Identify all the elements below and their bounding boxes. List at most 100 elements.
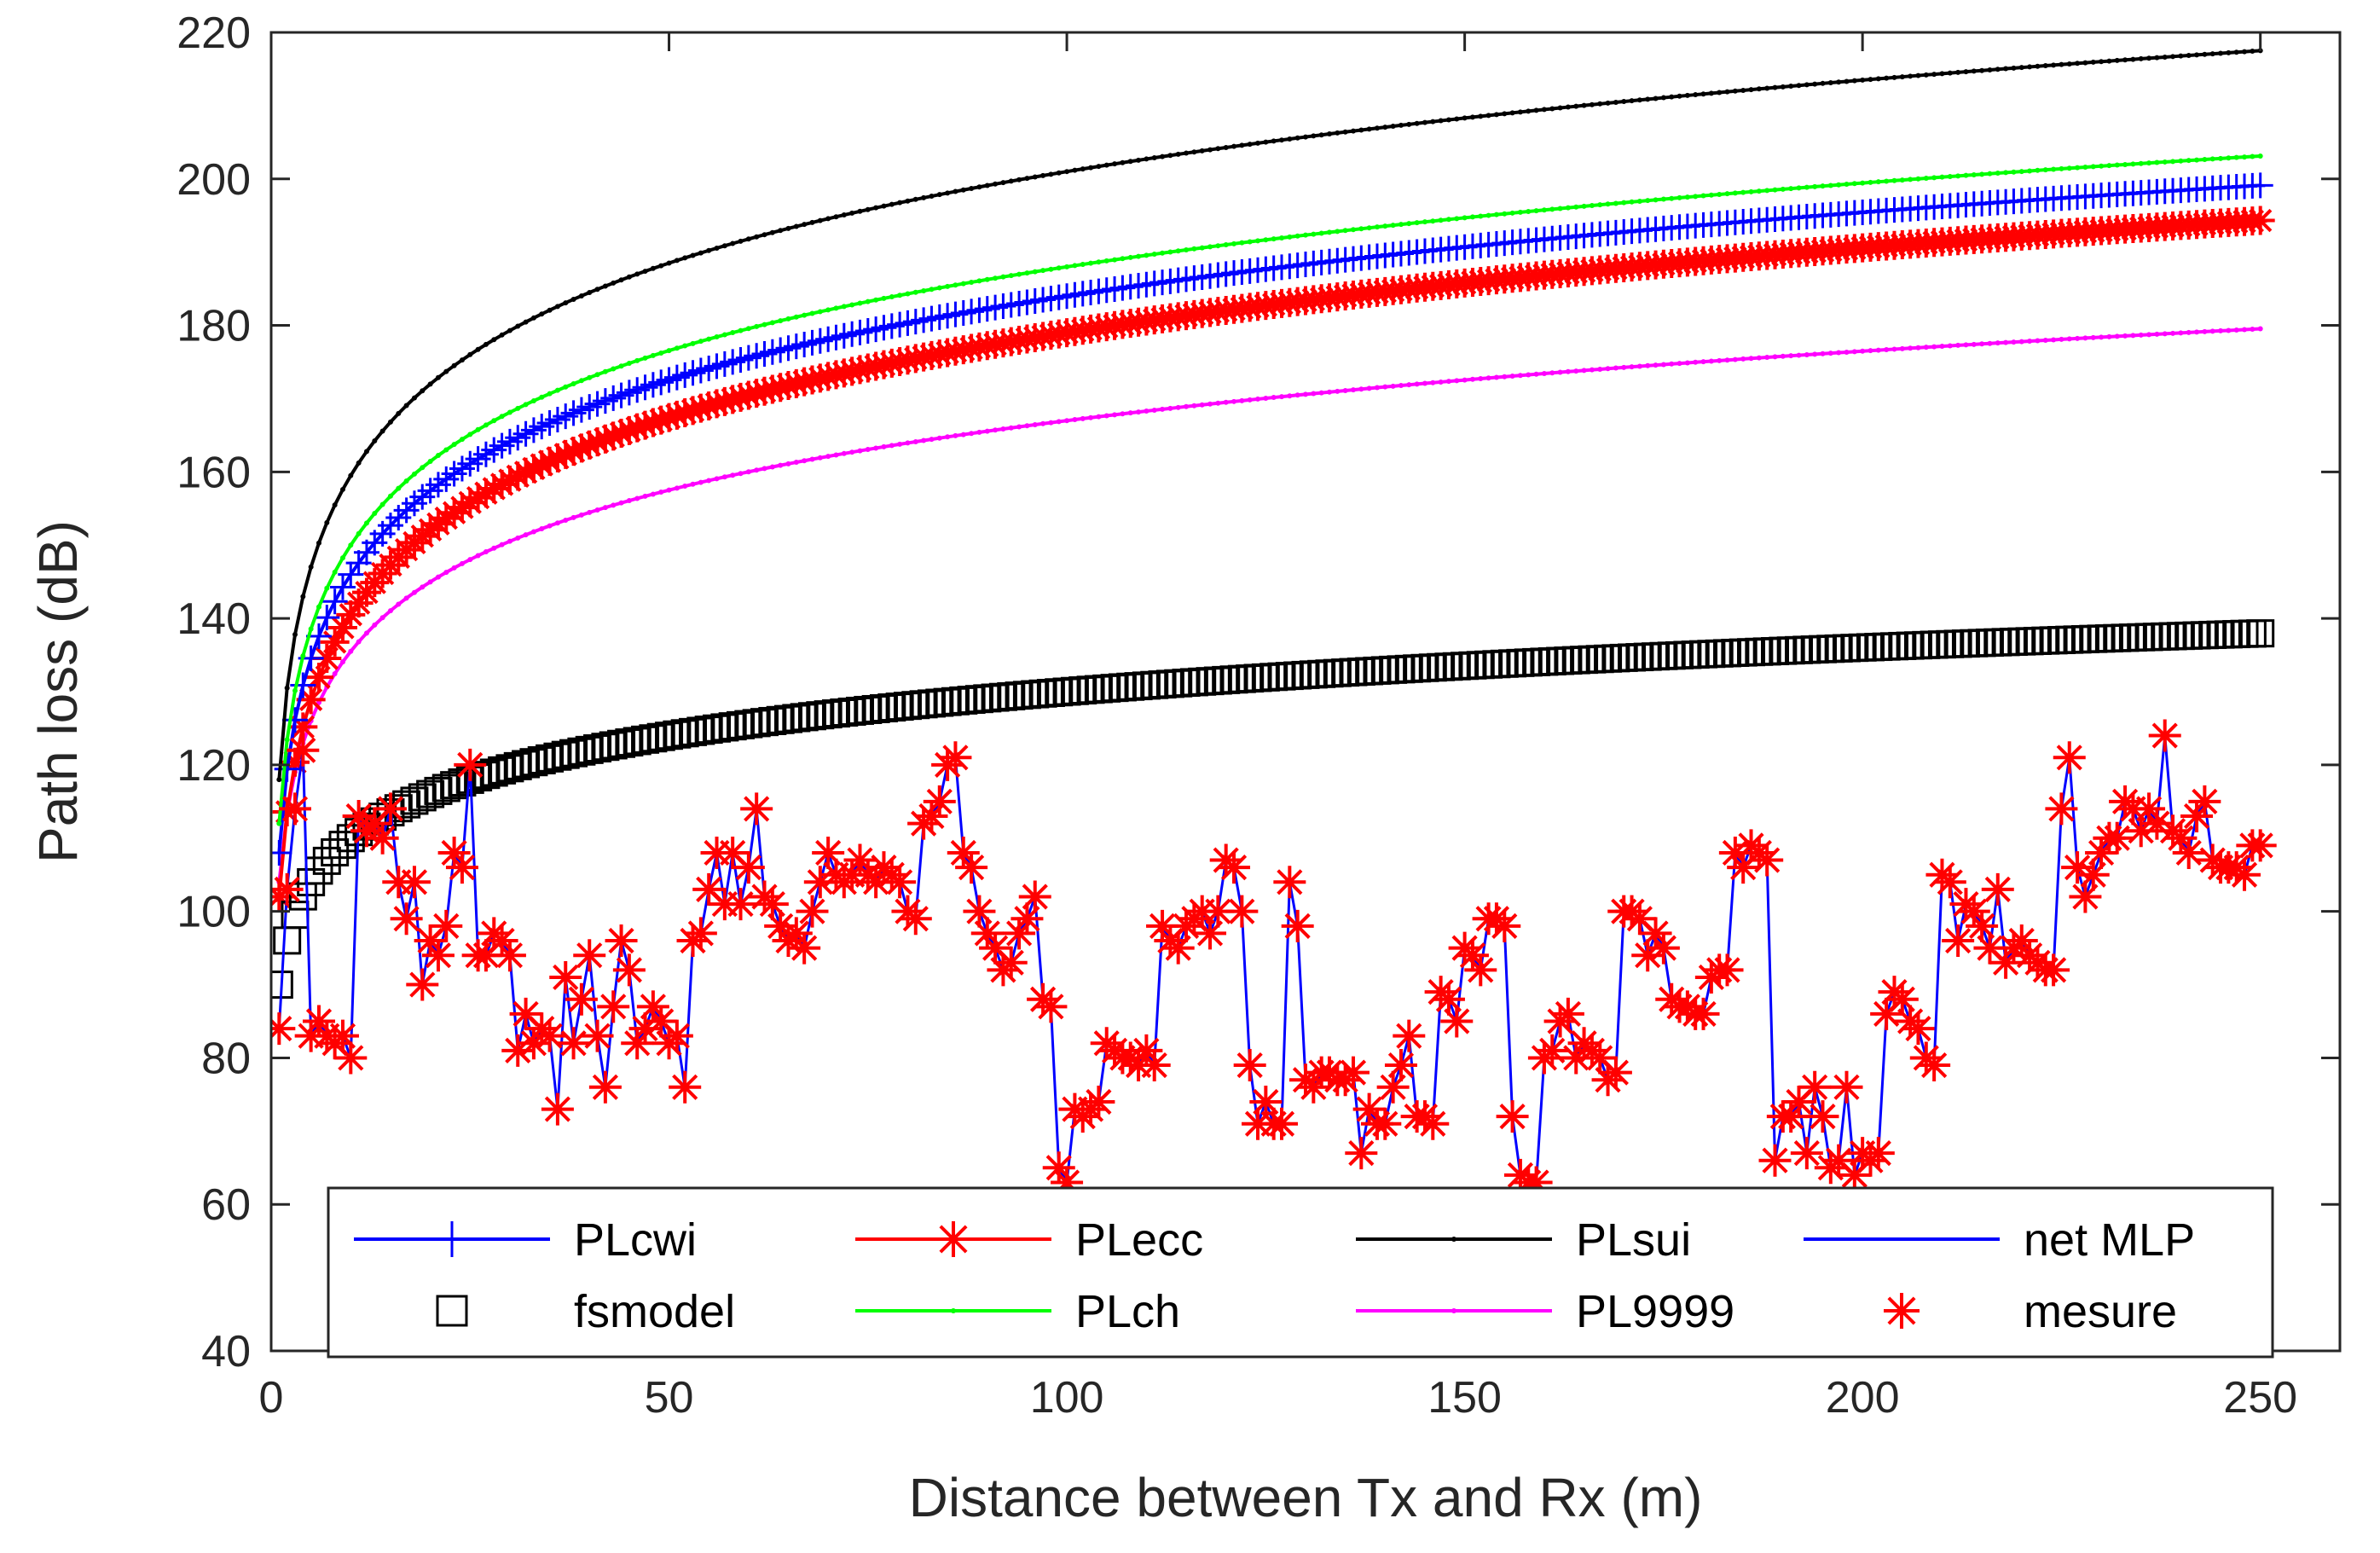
legend-item-pl9999: PL9999 — [1356, 1286, 1734, 1337]
data-point — [1350, 128, 1356, 134]
data-point — [334, 1041, 368, 1075]
data-point — [390, 902, 423, 936]
data-point — [1051, 1166, 1084, 1199]
data-point — [587, 290, 593, 296]
data-point — [1740, 189, 1746, 195]
data-point — [363, 449, 369, 455]
data-point — [2162, 54, 2168, 60]
data-point — [2051, 62, 2057, 68]
data-point — [587, 374, 593, 380]
data-point — [1899, 345, 1905, 351]
data-point — [865, 206, 871, 212]
data-point — [1342, 228, 1348, 234]
data-point — [1902, 1012, 1935, 1046]
data-point — [356, 460, 362, 466]
data-point — [1478, 113, 1484, 119]
data-point — [2106, 58, 2112, 64]
data-point — [1517, 209, 1523, 215]
data-point — [2082, 60, 2088, 66]
data-point — [1645, 96, 1651, 102]
data-point — [802, 312, 808, 318]
data-point — [764, 909, 797, 942]
legend-item-net-mlp: net MLP — [1804, 1214, 2195, 1266]
data-point — [1255, 396, 1261, 402]
data-point — [1382, 223, 1388, 229]
data-point — [778, 318, 784, 324]
data-point — [1693, 359, 1699, 365]
data-point — [1184, 247, 1190, 253]
data-point — [1520, 1166, 1553, 1199]
data-point — [1557, 105, 1563, 111]
data-point — [1798, 1070, 1832, 1104]
data-point — [276, 777, 282, 783]
data-point — [674, 485, 680, 491]
data-point — [420, 465, 426, 471]
data-point — [889, 294, 895, 300]
data-point — [2042, 167, 2048, 173]
data-point — [1376, 1070, 1410, 1104]
data-point — [2035, 338, 2041, 344]
data-point — [790, 367, 819, 397]
data-point — [634, 271, 640, 277]
y-tick-label: 60 — [201, 1180, 251, 1230]
data-point — [565, 982, 598, 1016]
data-point — [281, 707, 308, 733]
data-point — [459, 357, 465, 363]
data-point — [2090, 59, 2096, 65]
data-point — [1660, 362, 1666, 368]
data-point — [276, 820, 282, 826]
data-point — [754, 323, 760, 329]
data-point — [1796, 83, 1802, 89]
data-point — [1631, 939, 1665, 972]
data-point — [491, 418, 497, 424]
data-point — [1533, 208, 1539, 214]
data-point — [1549, 370, 1555, 376]
data-point — [929, 287, 935, 293]
data-point — [321, 837, 350, 866]
data-point — [1820, 351, 1826, 356]
data-point — [1382, 384, 1388, 390]
data-point — [1812, 183, 1818, 189]
data-point — [1782, 1085, 1815, 1118]
data-point — [706, 478, 712, 484]
data-point — [2186, 329, 2192, 335]
data-point — [2209, 156, 2215, 162]
data-point — [1908, 345, 1914, 351]
data-point — [1215, 400, 1221, 406]
data-point — [1112, 257, 1118, 263]
data-point — [300, 594, 306, 600]
data-point — [1796, 185, 1802, 191]
data-point — [403, 403, 409, 409]
data-point — [1048, 171, 1054, 177]
data-point — [793, 223, 799, 229]
data-point — [2066, 61, 2072, 67]
data-point — [1390, 223, 1396, 229]
data-point — [690, 481, 696, 487]
legend-marker — [935, 1221, 971, 1257]
data-point — [467, 351, 473, 357]
data-point — [1422, 219, 1427, 225]
data-point — [634, 357, 640, 363]
data-point — [1003, 917, 1036, 950]
data-point — [1584, 1041, 1617, 1075]
data-point — [1822, 1144, 1856, 1177]
data-point — [278, 792, 311, 826]
data-point — [1247, 142, 1253, 148]
data-point — [509, 997, 542, 1030]
data-point — [905, 291, 911, 297]
data-point — [602, 505, 608, 511]
data-point — [1088, 165, 1094, 171]
data-point — [650, 491, 656, 497]
legend-label: PL9999 — [1576, 1286, 1734, 1337]
data-point — [597, 990, 630, 1023]
data-point — [1374, 385, 1380, 391]
data-point — [860, 866, 893, 899]
data-point — [1995, 67, 2001, 72]
data-point — [730, 240, 736, 246]
data-point — [1318, 390, 1324, 396]
data-point — [1957, 895, 1990, 928]
data-point — [873, 445, 879, 451]
data-point — [936, 192, 942, 198]
data-point — [1684, 194, 1690, 200]
data-point — [1144, 409, 1149, 414]
